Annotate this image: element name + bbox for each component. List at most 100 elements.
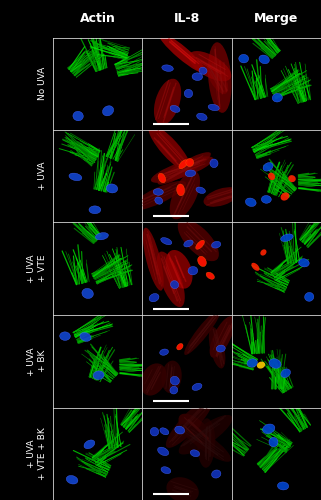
Ellipse shape: [177, 184, 185, 196]
Ellipse shape: [185, 170, 196, 176]
Ellipse shape: [162, 65, 173, 71]
Ellipse shape: [179, 415, 232, 455]
Ellipse shape: [281, 234, 293, 241]
Ellipse shape: [259, 55, 269, 64]
Ellipse shape: [180, 424, 231, 462]
Ellipse shape: [80, 332, 91, 342]
Ellipse shape: [161, 466, 171, 473]
Text: + UVA: + UVA: [38, 162, 47, 190]
Ellipse shape: [247, 359, 257, 367]
Text: Actin: Actin: [80, 12, 116, 25]
Ellipse shape: [95, 232, 108, 240]
Text: + UVA
+ BK: + UVA + BK: [27, 347, 47, 376]
Ellipse shape: [93, 371, 104, 380]
Ellipse shape: [184, 309, 221, 355]
Ellipse shape: [192, 384, 202, 390]
Text: IL-8: IL-8: [174, 12, 200, 25]
Ellipse shape: [207, 63, 228, 94]
Ellipse shape: [82, 288, 93, 298]
Ellipse shape: [60, 332, 70, 340]
Ellipse shape: [160, 428, 169, 435]
Ellipse shape: [131, 181, 186, 210]
Ellipse shape: [260, 250, 266, 256]
Ellipse shape: [208, 104, 219, 110]
Ellipse shape: [178, 414, 214, 449]
Ellipse shape: [305, 292, 314, 302]
Ellipse shape: [204, 187, 239, 207]
Ellipse shape: [212, 470, 221, 478]
Ellipse shape: [140, 364, 167, 396]
Ellipse shape: [160, 349, 169, 356]
Ellipse shape: [179, 160, 188, 169]
Ellipse shape: [158, 174, 166, 182]
Ellipse shape: [150, 428, 159, 436]
Ellipse shape: [84, 440, 95, 448]
Ellipse shape: [198, 256, 206, 266]
Ellipse shape: [288, 175, 296, 182]
Ellipse shape: [206, 272, 214, 280]
Ellipse shape: [170, 386, 178, 394]
Ellipse shape: [154, 78, 181, 125]
Ellipse shape: [269, 359, 281, 368]
Ellipse shape: [166, 250, 193, 288]
Text: + UVA
+ VTE: + UVA + VTE: [27, 254, 47, 283]
Ellipse shape: [89, 206, 101, 214]
Ellipse shape: [263, 424, 275, 434]
Ellipse shape: [281, 192, 289, 200]
Ellipse shape: [178, 219, 219, 261]
Ellipse shape: [170, 376, 179, 385]
Ellipse shape: [158, 152, 211, 184]
Ellipse shape: [197, 113, 207, 120]
Ellipse shape: [210, 316, 235, 358]
Ellipse shape: [184, 90, 193, 98]
Ellipse shape: [73, 112, 83, 121]
Ellipse shape: [170, 106, 180, 112]
Ellipse shape: [166, 398, 213, 448]
Ellipse shape: [158, 32, 206, 73]
Ellipse shape: [246, 198, 256, 206]
Ellipse shape: [161, 238, 172, 244]
Ellipse shape: [263, 162, 273, 171]
Ellipse shape: [196, 240, 204, 250]
Ellipse shape: [149, 294, 159, 302]
Ellipse shape: [153, 188, 163, 195]
Ellipse shape: [151, 156, 213, 183]
Ellipse shape: [188, 266, 198, 275]
Ellipse shape: [175, 426, 185, 434]
Ellipse shape: [177, 344, 183, 350]
Ellipse shape: [190, 450, 200, 456]
Ellipse shape: [189, 51, 231, 82]
Ellipse shape: [143, 228, 164, 290]
Ellipse shape: [192, 73, 203, 80]
Ellipse shape: [157, 252, 185, 307]
Ellipse shape: [66, 476, 78, 484]
Ellipse shape: [106, 184, 118, 193]
Ellipse shape: [161, 360, 182, 393]
Ellipse shape: [212, 242, 221, 248]
Text: + UVA
+ VTE + BK: + UVA + VTE + BK: [27, 428, 47, 480]
Ellipse shape: [170, 280, 179, 288]
Ellipse shape: [166, 477, 199, 500]
Ellipse shape: [184, 240, 193, 247]
Ellipse shape: [299, 258, 309, 267]
Ellipse shape: [196, 187, 205, 194]
Ellipse shape: [210, 159, 218, 168]
Text: No UVA: No UVA: [38, 67, 47, 100]
Ellipse shape: [199, 67, 207, 74]
Ellipse shape: [155, 197, 163, 204]
Ellipse shape: [261, 196, 271, 203]
Ellipse shape: [102, 106, 114, 116]
Ellipse shape: [257, 362, 265, 368]
Ellipse shape: [208, 42, 231, 113]
Ellipse shape: [216, 345, 225, 352]
Ellipse shape: [158, 447, 169, 456]
Ellipse shape: [268, 172, 275, 180]
Ellipse shape: [197, 418, 215, 468]
Ellipse shape: [277, 482, 289, 490]
Ellipse shape: [269, 438, 278, 447]
Ellipse shape: [69, 173, 82, 180]
Ellipse shape: [239, 54, 249, 63]
Ellipse shape: [170, 171, 200, 220]
Ellipse shape: [251, 263, 259, 271]
Ellipse shape: [281, 369, 291, 378]
